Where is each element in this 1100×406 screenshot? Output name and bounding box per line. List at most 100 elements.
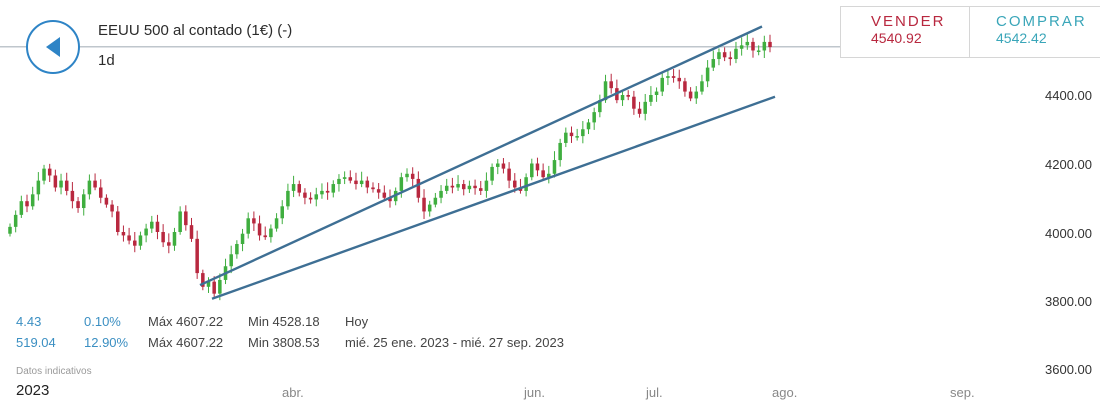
candle	[603, 81, 608, 101]
candle	[8, 226, 12, 234]
stat-min: Min 3808.53	[248, 335, 320, 350]
candle	[47, 168, 52, 176]
x-axis-month: ago.	[772, 385, 798, 400]
candle	[127, 235, 131, 241]
candle	[478, 188, 483, 191]
candle	[201, 273, 205, 287]
stat-range: Hoy	[345, 314, 369, 329]
candle	[410, 173, 415, 179]
candle	[694, 91, 699, 99]
candle	[422, 197, 426, 212]
candle	[496, 163, 500, 167]
y-tick-label: 3800.00	[1045, 294, 1092, 309]
candle	[342, 177, 347, 179]
candle	[541, 170, 545, 178]
y-tick-label: 4200.00	[1045, 157, 1092, 172]
candle	[116, 211, 120, 232]
candle	[473, 185, 477, 189]
candle	[405, 173, 409, 178]
y-tick-label: 4000.00	[1045, 226, 1092, 241]
stat-pct: 0.10%	[84, 314, 121, 329]
back-arrow-icon	[46, 37, 60, 57]
candle	[235, 243, 239, 255]
candle	[598, 100, 602, 113]
candle	[513, 180, 517, 188]
candle	[762, 41, 767, 51]
candle	[189, 225, 194, 239]
candle	[637, 108, 642, 114]
candle	[666, 76, 670, 78]
x-axis-month: jun.	[524, 385, 545, 400]
candle	[620, 95, 625, 101]
candle	[314, 194, 319, 200]
candle	[677, 77, 682, 82]
instrument-title: EEUU 500 al contado (1€) (-)	[98, 22, 293, 39]
x-axis-month: jul.	[646, 385, 663, 400]
candle	[547, 173, 551, 178]
x-axis-year: 2023	[16, 382, 50, 399]
candle	[592, 112, 596, 123]
buy-label: COMPRAR	[996, 13, 1087, 30]
candle	[558, 142, 562, 161]
candle	[688, 91, 693, 99]
candle	[632, 96, 636, 109]
candle	[382, 192, 387, 198]
candle	[649, 95, 653, 102]
candle	[660, 77, 664, 92]
candle	[564, 132, 568, 143]
candle	[206, 281, 211, 287]
candle	[456, 184, 460, 188]
candle	[711, 59, 716, 68]
candle	[150, 221, 154, 229]
stat-max: Máx 4607.22	[148, 335, 224, 350]
back-button[interactable]	[26, 20, 80, 74]
candle	[359, 180, 364, 185]
candle	[626, 95, 630, 97]
candle	[524, 177, 528, 191]
candle	[98, 187, 103, 198]
stat-min: Min 4528.18	[248, 314, 320, 329]
candle	[320, 190, 324, 195]
candle	[530, 163, 534, 178]
candle	[286, 190, 290, 207]
candle	[609, 81, 613, 89]
period-label[interactable]: 1d	[98, 52, 115, 69]
candle	[53, 175, 58, 188]
disclaimer-note: Datos indicativos	[16, 366, 92, 377]
candle	[291, 184, 296, 191]
candle	[683, 81, 687, 92]
candle	[354, 180, 358, 185]
candle	[93, 180, 97, 188]
candle	[399, 177, 404, 191]
candle	[246, 218, 250, 234]
candle	[81, 194, 86, 209]
candle	[161, 232, 165, 243]
candle	[581, 129, 585, 137]
x-axis-month: sep.	[950, 385, 975, 400]
candle	[19, 201, 24, 215]
candle	[274, 218, 279, 229]
sell-button[interactable]: VENDER 4540.92	[840, 6, 970, 58]
candle	[461, 184, 466, 190]
candle	[365, 180, 370, 188]
candle	[507, 168, 511, 181]
sell-price: 4540.92	[871, 30, 922, 46]
candle	[444, 185, 449, 191]
candle	[325, 190, 330, 193]
candle	[575, 136, 579, 138]
candle	[756, 50, 761, 52]
candle	[308, 197, 313, 200]
buy-button[interactable]: COMPRAR 4542.42	[969, 6, 1100, 58]
candle	[439, 190, 443, 198]
sell-label: VENDER	[871, 13, 946, 30]
candle	[172, 232, 177, 246]
candle	[297, 184, 302, 193]
candle	[104, 197, 109, 205]
candle	[76, 201, 80, 209]
candle	[252, 218, 256, 224]
candle	[110, 204, 114, 212]
candle	[64, 180, 69, 191]
candle	[87, 180, 92, 195]
candle	[212, 281, 216, 294]
